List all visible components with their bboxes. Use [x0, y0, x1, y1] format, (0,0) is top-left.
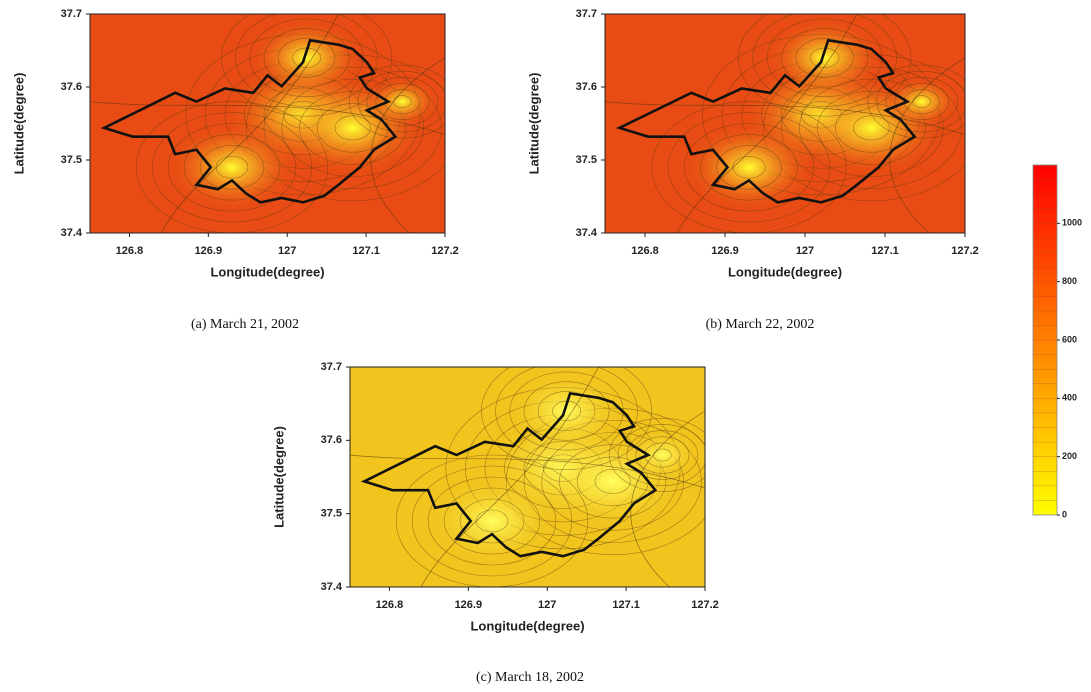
- colorbar-tick-label: 800: [1062, 276, 1077, 286]
- hotspot: [684, 124, 814, 211]
- colorbar-tick-label: 200: [1062, 451, 1077, 461]
- y-axis-title: Latitude(degree): [271, 426, 286, 528]
- plot-area: [350, 352, 719, 587]
- hotspot: [168, 124, 296, 211]
- y-tick-label: 37.6: [576, 81, 597, 93]
- x-tick-label: 126.9: [195, 245, 223, 257]
- x-tick-label: 127: [796, 245, 814, 257]
- x-tick-label: 127.2: [431, 245, 459, 257]
- hotspot: [428, 477, 556, 564]
- y-tick-label: 37.4: [576, 227, 598, 239]
- colorbar-tick-label: 1000: [1062, 218, 1082, 228]
- caption: (a) March 21, 2002: [191, 317, 299, 332]
- y-tick-label: 37.5: [576, 154, 597, 166]
- x-tick-label: 126.8: [631, 245, 659, 257]
- x-tick-label: 127.1: [352, 245, 380, 257]
- x-tick-label: 127: [278, 245, 296, 257]
- x-tick-label: 126.9: [455, 599, 483, 611]
- plot-area: [605, 0, 979, 233]
- y-tick-label: 37.4: [61, 227, 83, 239]
- x-tick-label: 126.8: [116, 245, 144, 257]
- y-tick-label: 37.6: [61, 81, 82, 93]
- y-axis-title: Latitude(degree): [526, 73, 541, 175]
- x-tick-label: 127: [538, 599, 556, 611]
- x-tick-label: 127.1: [871, 245, 899, 257]
- hotspot: [886, 78, 958, 126]
- x-tick-label: 127.1: [612, 599, 640, 611]
- hotspot: [250, 19, 364, 96]
- y-tick-label: 37.7: [576, 8, 597, 20]
- hotspot: [627, 431, 698, 479]
- hotspot: [767, 19, 882, 96]
- x-axis-title: Longitude(degree): [728, 264, 842, 279]
- x-axis-title: Longitude(degree): [210, 264, 324, 279]
- y-tick-label: 37.5: [61, 154, 82, 166]
- colorbar-tick-label: 400: [1062, 393, 1077, 403]
- x-tick-label: 126.8: [376, 599, 404, 611]
- caption: (b) March 22, 2002: [706, 317, 815, 332]
- y-tick-label: 37.7: [321, 361, 342, 373]
- y-tick-label: 37.5: [321, 508, 342, 520]
- y-tick-label: 37.7: [61, 8, 82, 20]
- colorbar-tick-label: 0: [1062, 509, 1067, 519]
- caption: (c) March 18, 2002: [476, 670, 584, 685]
- plot-area: [90, 0, 459, 233]
- figure: 126.8 126.9 127 127.1 127.2 37.4 37.5 37.6 37.7 L…: [0, 0, 1091, 692]
- y-axis-title: Latitude(degree): [11, 73, 26, 175]
- colorbar-tick-label: 600: [1062, 334, 1077, 344]
- y-tick-label: 37.6: [321, 434, 342, 446]
- hotspot: [510, 372, 624, 449]
- x-tick-label: 127.2: [691, 599, 719, 611]
- x-tick-label: 126.9: [711, 245, 739, 257]
- x-tick-label: 127.2: [951, 245, 979, 257]
- y-tick-label: 37.4: [321, 581, 343, 593]
- x-axis-title: Longitude(degree): [470, 618, 584, 633]
- hotspot: [367, 78, 438, 126]
